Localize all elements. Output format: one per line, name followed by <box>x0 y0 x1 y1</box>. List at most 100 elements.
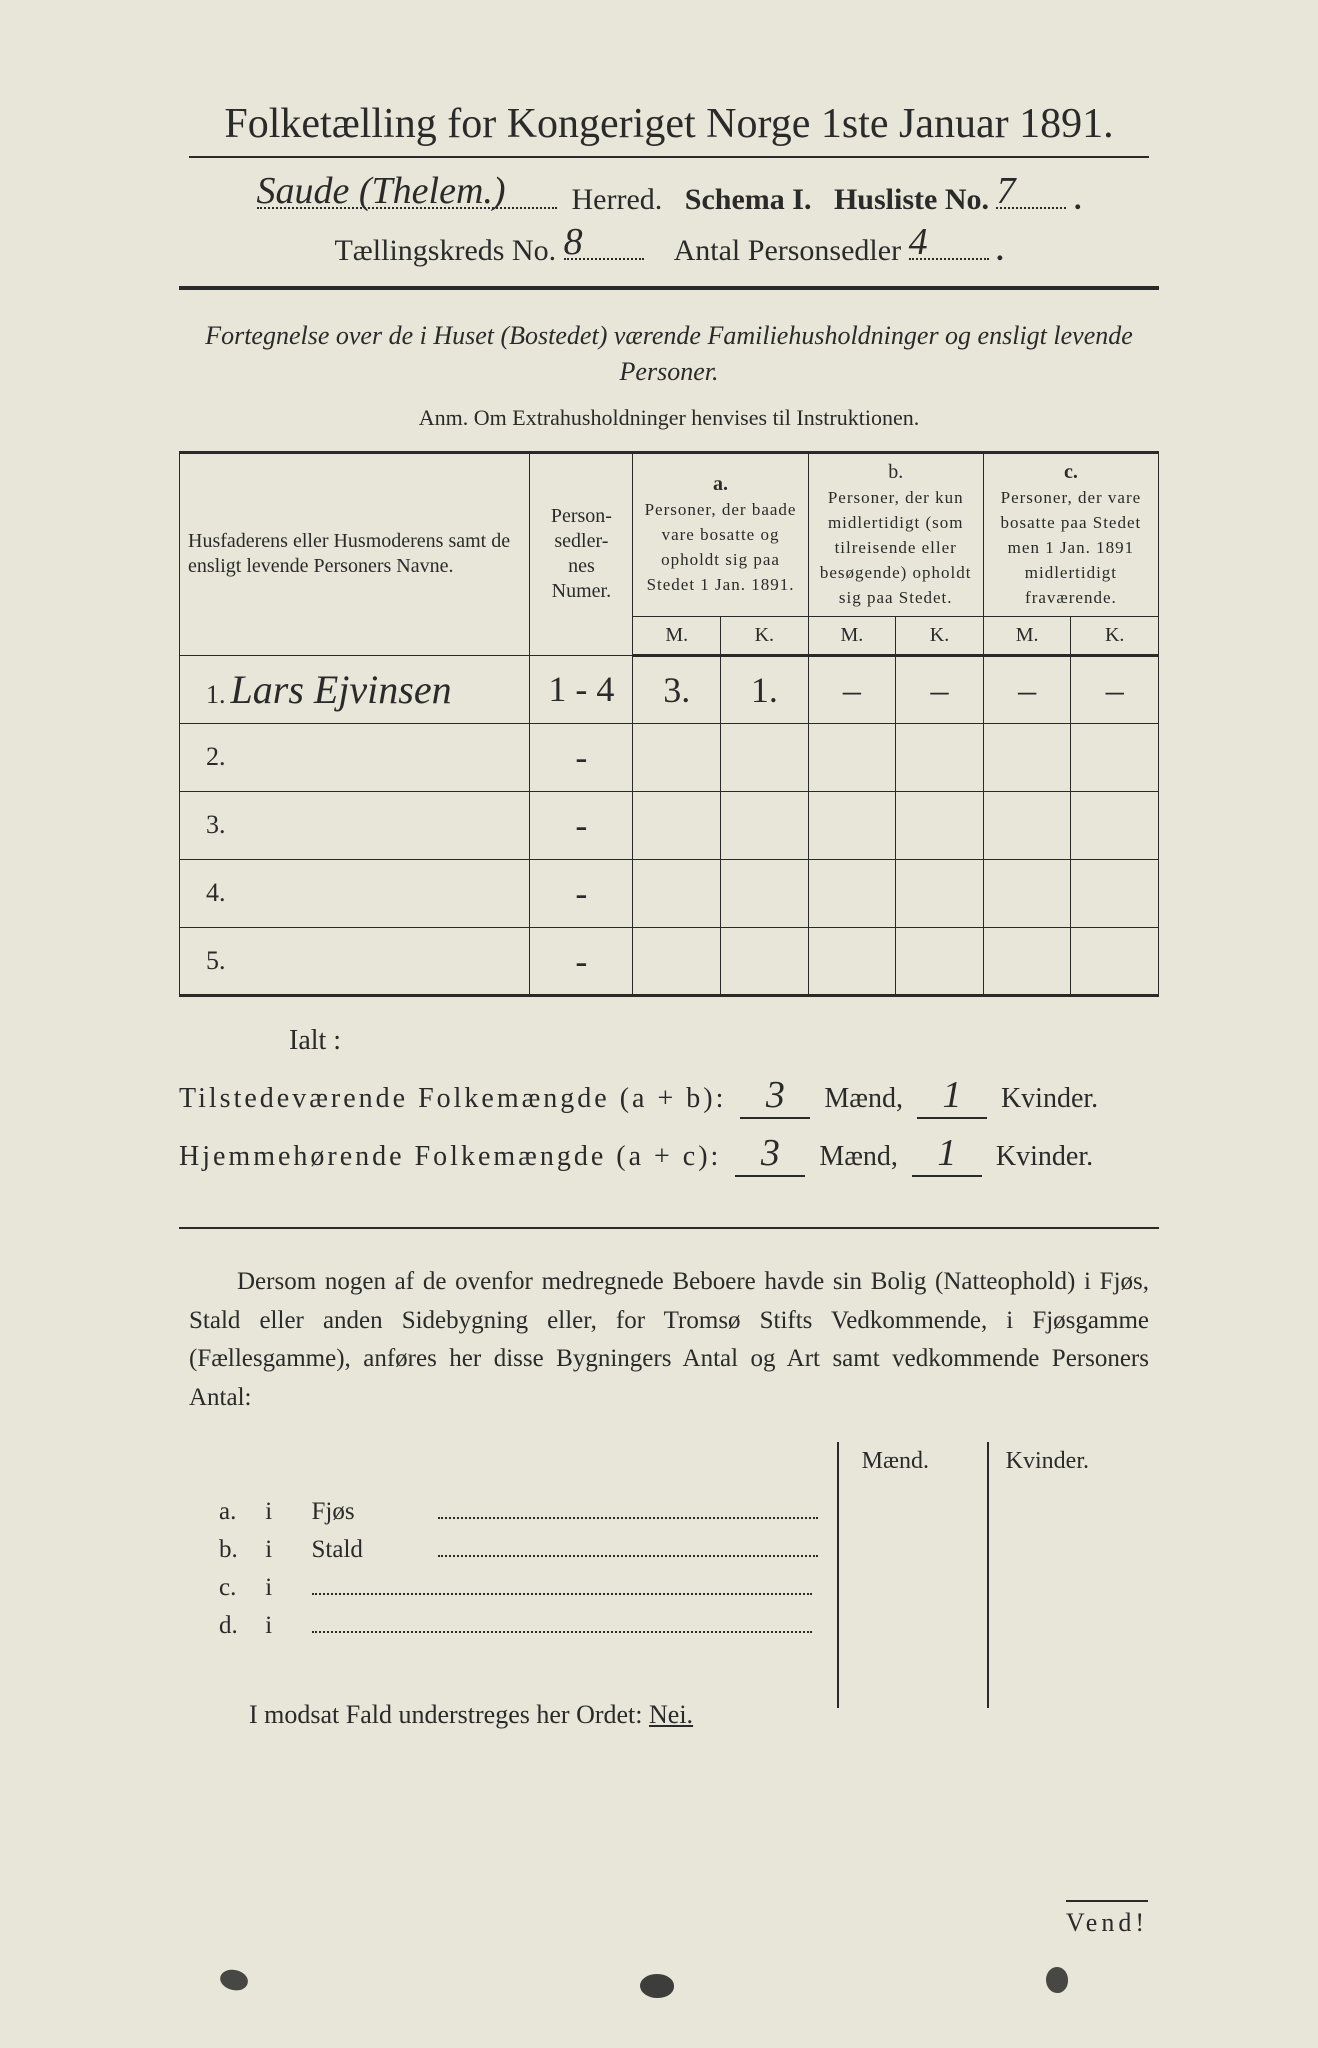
th-group-c: c. Personer, der vare bosatte paa Stedet… <box>983 452 1158 616</box>
th-a-text: Personer, der baade vare bosatte og opho… <box>645 500 797 594</box>
cell-a-m <box>633 859 721 927</box>
cell-a-k <box>721 927 809 995</box>
husliste-label: Husliste No. <box>834 183 989 216</box>
th-group-b: b. Personer, der kun midlertidigt (som t… <box>808 452 983 616</box>
row-number: 4. <box>188 878 226 907</box>
a-word: Fjøs <box>312 1498 432 1526</box>
b-i: i <box>265 1536 305 1564</box>
cell-a-m <box>633 927 721 995</box>
table-row: 5. - <box>180 927 1159 995</box>
cell-b-k <box>896 859 984 927</box>
cell-name: 1. Lars Ejvinsen <box>180 655 530 723</box>
subtitle: Fortegnelse over de i Huset (Bostedet) v… <box>190 318 1148 391</box>
cell-a-k <box>721 859 809 927</box>
th-b-letter: b. <box>888 461 903 483</box>
totals-row-ac: Hjemmehørende Folkemængde (a + c): 3 Mæn… <box>179 1131 1159 1177</box>
census-table: Husfaderens eller Husmoderens samt de en… <box>179 451 1159 997</box>
anm-note: Anm. Om Extrahusholdninger henvises til … <box>150 405 1188 431</box>
modsat-line: I modsat Fald understreges her Ordet: Ne… <box>189 1700 1149 1730</box>
cell-b-m <box>808 859 896 927</box>
th-c-letter: c. <box>1064 461 1078 483</box>
ialt-label: Ialt : <box>289 1025 1159 1057</box>
cell-c-k: – <box>1071 655 1159 723</box>
cell-c-k <box>1071 723 1159 791</box>
herred-label: Herred. <box>572 183 663 216</box>
thin-rule <box>179 1227 1159 1229</box>
cell-name: 2. <box>180 723 530 791</box>
title-underline <box>189 156 1149 158</box>
table-row: 2. - <box>180 723 1159 791</box>
cell-a-m <box>633 791 721 859</box>
cell-num: - <box>530 723 633 791</box>
totals-ab-k: 1 <box>942 1073 961 1117</box>
th-b-k: K. <box>896 616 984 655</box>
census-form-page: Folketælling for Kongeriget Norge 1ste J… <box>0 0 1318 2048</box>
row-number: 3. <box>188 810 226 839</box>
table-head: Husfaderens eller Husmoderens samt de en… <box>180 452 1159 655</box>
cell-a-k: 1. <box>721 655 809 723</box>
d-letter: d. <box>219 1612 259 1640</box>
row-number: 2. <box>188 742 226 771</box>
cell-num: - <box>530 927 633 995</box>
d-dots <box>312 1631 812 1633</box>
table-row: 4. - <box>180 859 1159 927</box>
cell-c-m <box>983 859 1071 927</box>
nei-word: Nei. <box>649 1700 693 1729</box>
b-letter: b. <box>219 1536 259 1564</box>
th-b-text: Personer, der kun midlertidigt (som tilr… <box>820 488 972 607</box>
table-row: 1. Lars Ejvinsen1 - 43.1.–––– <box>180 655 1159 723</box>
b-word: Stald <box>312 1536 432 1564</box>
c-letter: c. <box>219 1574 259 1602</box>
cell-num: - <box>530 791 633 859</box>
cell-name: 5. <box>180 927 530 995</box>
th-group-a: a. Personer, der baade vare bosatte og o… <box>633 452 808 616</box>
th-b-m: M. <box>808 616 896 655</box>
header-line-kreds: Tællingskreds No. 8 Antal Personsedler 4… <box>150 227 1188 268</box>
th-c-text: Personer, der vare bosatte paa Stedet me… <box>1001 488 1142 607</box>
cell-c-k <box>1071 859 1159 927</box>
vline-2 <box>987 1442 989 1708</box>
th-c-k: K. <box>1071 616 1159 655</box>
vend-label: Vend! <box>1066 1900 1148 1938</box>
thick-rule-1 <box>179 286 1159 290</box>
kvinder-label-1: Kvinder. <box>1001 1083 1098 1114</box>
cell-b-m <box>808 723 896 791</box>
cell-b-k <box>896 927 984 995</box>
totals-block: Ialt : Tilstedeværende Folkemængde (a + … <box>179 1025 1159 1177</box>
totals-ab-m: 3 <box>766 1073 785 1117</box>
maend-label-2: Mænd, <box>819 1141 898 1172</box>
c-i: i <box>265 1574 305 1602</box>
modsat-text: I modsat Fald understreges her Ordet: <box>249 1700 649 1729</box>
schema-label: Schema I. <box>685 183 812 216</box>
abcd-row-d: d. i <box>179 1612 1159 1640</box>
totals-row-ab: Tilstedeværende Folkemængde (a + b): 3 M… <box>179 1073 1159 1119</box>
cell-num: 1 - 4 <box>530 655 633 723</box>
mk-columns-header: Mænd. Kvinder. <box>179 1448 1159 1488</box>
cell-a-k <box>721 791 809 859</box>
totals-ab-label: Tilstedeværende Folkemængde (a + b): <box>179 1083 726 1114</box>
th-names: Husfaderens eller Husmoderens samt de en… <box>180 452 530 655</box>
husliste-no: 7 <box>996 169 1015 213</box>
cell-b-k <box>896 723 984 791</box>
paragraph: Dersom nogen af de ovenfor medregnede Be… <box>189 1263 1149 1418</box>
abcd-row-b: b. i Stald <box>179 1536 1159 1564</box>
ink-smudge <box>1046 1967 1068 1993</box>
personsedler-no: 4 <box>909 220 928 264</box>
th-a-k: K. <box>721 616 809 655</box>
cell-b-k: – <box>896 655 984 723</box>
kreds-label: Tællingskreds No. <box>334 234 556 267</box>
cell-b-k <box>896 791 984 859</box>
th-a-letter: a. <box>713 473 728 495</box>
totals-ac-k: 1 <box>937 1131 956 1175</box>
abcd-list: a. i Fjøs b. i Stald c. i d. i <box>179 1498 1159 1640</box>
ink-smudge <box>218 1967 250 1992</box>
header-line-herred: Saude (Thelem.) Herred. Schema I. Huslis… <box>150 176 1188 217</box>
row-name-handwritten: Lars Ejvinsen <box>231 667 452 712</box>
cell-c-m <box>983 723 1071 791</box>
table-row: 3. - <box>180 791 1159 859</box>
cell-c-m <box>983 927 1071 995</box>
row-number: 1. <box>188 680 226 709</box>
ink-smudge <box>640 1974 674 1998</box>
page-title: Folketælling for Kongeriget Norge 1ste J… <box>150 100 1188 148</box>
cell-b-m: – <box>808 655 896 723</box>
